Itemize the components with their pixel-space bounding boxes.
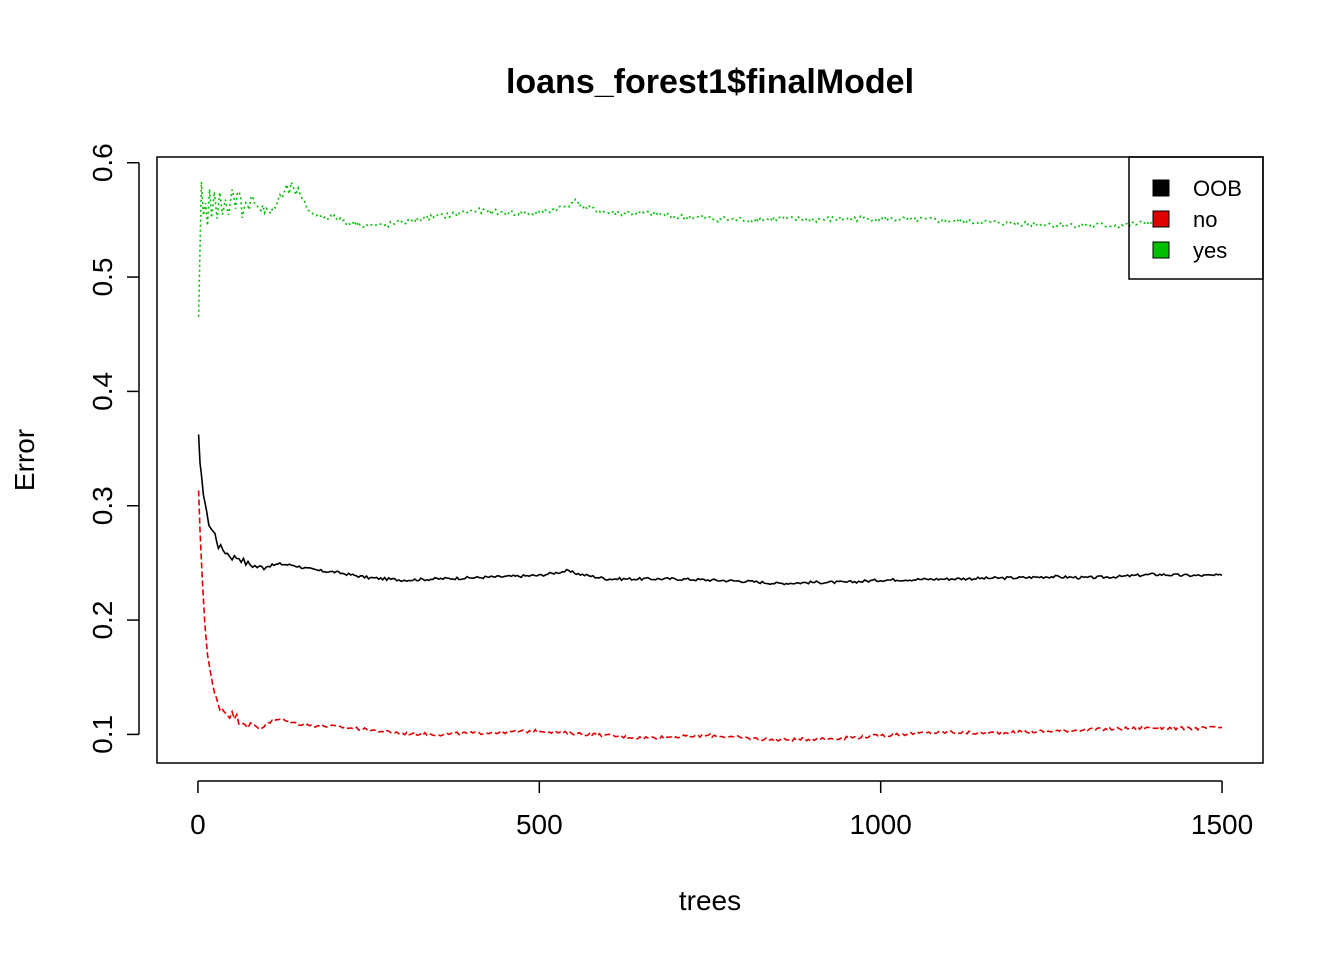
series-layer [197,179,1223,743]
x-tick-label: 0 [190,809,206,840]
series-line-no [197,490,1223,743]
x-tick-label: 1500 [1191,809,1253,840]
y-tick-label: 0.1 [87,715,118,754]
plot-frame [156,156,1264,764]
legend-swatch-oob [1152,179,1170,197]
y-tick-label: 0.2 [87,601,118,640]
legend-label-yes: yes [1193,238,1227,263]
series-line-yes [197,179,1155,317]
x-tick-label: 500 [516,809,563,840]
legend-label-no: no [1193,207,1217,232]
y-axis: 0.1 0.2 0.3 0.4 0.5 0.6 [87,143,140,754]
x-tick-label: 1000 [850,809,912,840]
y-tick-label: 0.5 [87,258,118,297]
y-axis-title: Error [9,429,40,491]
chart-title: loans_forest1$finalModel [506,63,914,101]
x-axis: 0 500 1000 1500 [190,780,1253,840]
y-tick-label: 0.4 [87,372,118,411]
legend: OOB no yes [1128,156,1264,280]
y-tick-label: 0.6 [87,143,118,182]
x-axis-title: trees [679,885,741,916]
y-tick-label: 0.3 [87,486,118,525]
legend-label-oob: OOB [1193,176,1242,201]
legend-swatch-yes [1152,241,1170,259]
legend-swatch-no [1152,210,1170,228]
legend-box [1128,156,1264,280]
series-line-oob [197,434,1223,586]
